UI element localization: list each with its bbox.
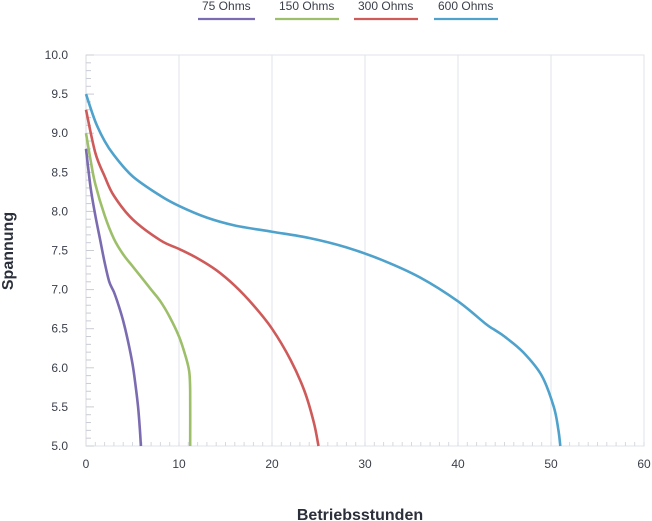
x-tick-label: 0 [83,457,90,471]
y-tick-label: 6.0 [51,361,68,375]
axes: 0 10 20 30 40 50 60 5.0 5.5 6.0 6.5 7.0 7.5 8.0 8.5 9.0… [45,48,651,471]
series-line-150-ohms [84,132,192,447]
x-tick-label: 20 [265,457,279,471]
legend-label: 600 Ohms [438,0,493,13]
legend-item: 300 Ohms [354,0,418,21]
grid-lines [85,54,645,447]
y-tick-label: 8.0 [51,204,68,218]
x-tick-label: 30 [358,457,372,471]
y-tick-label: 6.5 [51,322,68,336]
y-tick-label: 7.5 [51,244,68,258]
y-tick-label: 10.0 [45,48,69,62]
series-line-75-ohms [84,148,143,447]
y-tick-label: 7.0 [51,283,68,297]
legend: 75 Ohms 150 Ohms 300 Ohms 600 Ohms [198,0,498,21]
y-tick-label: 5.0 [51,439,68,453]
x-tick-label: 40 [451,457,465,471]
y-tick-label: 9.0 [51,126,68,140]
legend-label: 150 Ohms [279,0,334,13]
x-tick-label: 10 [172,457,186,471]
x-tick-label: 60 [637,457,651,471]
y-tick-label: 5.5 [51,400,68,414]
series-line-600-ohms [84,93,562,447]
y-axis-title: Spannung [0,212,17,290]
y-tick-label: 9.5 [51,87,68,101]
legend-item: 150 Ohms [275,0,339,21]
legend-label: 75 Ohms [202,0,251,13]
x-axis-title: Betriebsstunden [297,507,423,521]
x-tick-label: 50 [544,457,558,471]
series-lines [84,93,562,447]
legend-item: 600 Ohms [434,0,498,21]
legend-label: 300 Ohms [358,0,413,13]
y-tick-label: 8.5 [51,165,68,179]
series-line-300-ohms [84,109,320,447]
legend-item: 75 Ohms [198,0,255,21]
